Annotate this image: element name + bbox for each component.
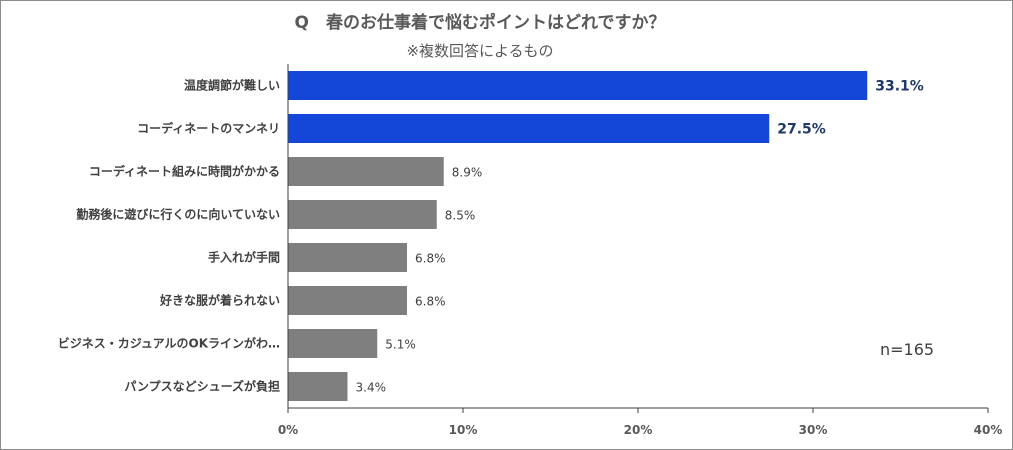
bar-7 bbox=[288, 372, 348, 401]
bar-3 bbox=[288, 200, 437, 229]
x-tick-label-4: 40% bbox=[974, 423, 1003, 437]
bar-2 bbox=[288, 157, 444, 186]
category-label-0: 温度調節が難しい bbox=[184, 78, 280, 93]
x-tick-label-3: 30% bbox=[799, 423, 828, 437]
value-label-5: 6.8% bbox=[415, 295, 446, 309]
chart-title: Q 春のお仕事着で悩むポイントはどれですか？ bbox=[294, 13, 666, 33]
value-label-1: 27.5% bbox=[777, 122, 826, 138]
bar-5 bbox=[288, 286, 407, 315]
category-label-7: パンプスなどシューズが負担 bbox=[124, 379, 280, 394]
chart-subtitle: ※複数回答によるもの bbox=[406, 42, 554, 60]
value-label-6: 5.1% bbox=[385, 338, 416, 352]
bar-6 bbox=[288, 329, 378, 358]
category-label-3: 勤務後に遊びに行くのに向いていない bbox=[76, 207, 280, 222]
bar-1 bbox=[288, 114, 770, 143]
value-label-0: 33.1% bbox=[875, 79, 924, 95]
value-label-3: 8.5% bbox=[445, 209, 476, 223]
axis-layer: 0% 10% 20% 30% 40% bbox=[278, 64, 1003, 437]
category-label-2: コーディネート組みに時間がかかる bbox=[89, 164, 280, 179]
value-label-4: 6.8% bbox=[415, 252, 446, 266]
bar-4 bbox=[288, 243, 407, 272]
category-label-4: 手入れが手間 bbox=[208, 250, 280, 265]
sample-size-note: n=165 bbox=[880, 340, 935, 359]
bar-0 bbox=[288, 71, 868, 100]
value-label-7: 3.4% bbox=[356, 381, 387, 395]
x-tick-label-2: 20% bbox=[624, 423, 653, 437]
value-label-2: 8.9% bbox=[452, 166, 483, 180]
x-tick-label-0: 0% bbox=[278, 423, 298, 437]
category-label-1: コーディネートのマンネリ bbox=[137, 121, 280, 136]
bars-layer bbox=[288, 71, 868, 401]
category-label-5: 好きな服が着られない bbox=[159, 293, 280, 308]
labels-layer: 温度調節が難しい 33.1% コーディネートのマンネリ 27.5% コーディネート組みに… bbox=[58, 78, 924, 395]
category-label-6: ビジネス・カジュアルのOKラインがわ… bbox=[58, 336, 280, 351]
x-tick-label-1: 10% bbox=[449, 423, 478, 437]
